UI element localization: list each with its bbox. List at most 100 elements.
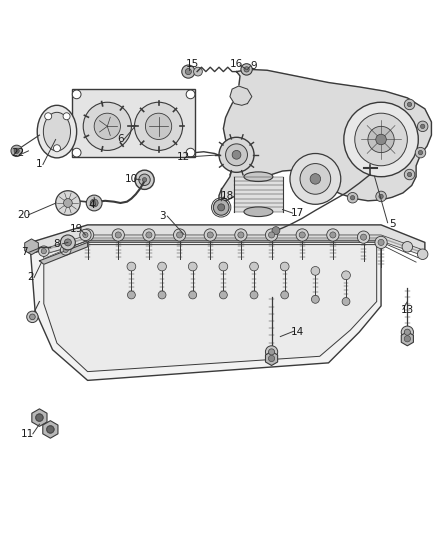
Circle shape bbox=[311, 295, 319, 303]
Circle shape bbox=[188, 262, 197, 271]
Circle shape bbox=[342, 271, 350, 280]
Circle shape bbox=[72, 148, 81, 157]
Circle shape bbox=[344, 102, 418, 177]
Circle shape bbox=[417, 249, 428, 260]
Circle shape bbox=[83, 232, 88, 238]
Circle shape bbox=[72, 90, 81, 99]
Circle shape bbox=[207, 232, 213, 238]
Circle shape bbox=[86, 195, 102, 211]
Text: 14: 14 bbox=[291, 327, 304, 337]
Polygon shape bbox=[43, 421, 58, 438]
Circle shape bbox=[250, 262, 258, 271]
Circle shape bbox=[299, 232, 305, 238]
Circle shape bbox=[330, 232, 336, 238]
Circle shape bbox=[232, 150, 241, 159]
Circle shape bbox=[36, 414, 43, 421]
Circle shape bbox=[185, 69, 191, 75]
Circle shape bbox=[402, 241, 413, 252]
Circle shape bbox=[135, 170, 154, 189]
Circle shape bbox=[268, 232, 275, 238]
Text: 18: 18 bbox=[221, 190, 234, 200]
Circle shape bbox=[60, 235, 75, 250]
Text: 20: 20 bbox=[18, 210, 31, 220]
Circle shape bbox=[218, 204, 225, 211]
Polygon shape bbox=[25, 239, 39, 255]
Circle shape bbox=[112, 229, 124, 241]
Circle shape bbox=[378, 239, 384, 246]
Circle shape bbox=[219, 138, 254, 172]
Circle shape bbox=[420, 124, 425, 128]
Circle shape bbox=[56, 191, 80, 215]
Polygon shape bbox=[32, 409, 47, 426]
Circle shape bbox=[407, 102, 412, 107]
Circle shape bbox=[296, 229, 308, 241]
Circle shape bbox=[63, 247, 68, 253]
Circle shape bbox=[376, 191, 386, 201]
Text: 9: 9 bbox=[251, 61, 258, 71]
Circle shape bbox=[46, 425, 54, 433]
Circle shape bbox=[311, 266, 320, 275]
Text: 8: 8 bbox=[53, 239, 60, 249]
Text: 2: 2 bbox=[27, 272, 34, 282]
Circle shape bbox=[80, 229, 91, 241]
Text: 17: 17 bbox=[291, 208, 304, 218]
Circle shape bbox=[204, 229, 216, 241]
Circle shape bbox=[173, 229, 186, 241]
Circle shape bbox=[27, 311, 38, 322]
Circle shape bbox=[85, 232, 91, 238]
Circle shape bbox=[241, 64, 252, 75]
Circle shape bbox=[404, 169, 415, 180]
Circle shape bbox=[53, 145, 60, 152]
Ellipse shape bbox=[43, 112, 71, 151]
Circle shape bbox=[272, 227, 280, 235]
Circle shape bbox=[244, 67, 249, 72]
Bar bbox=[72, 89, 195, 157]
Circle shape bbox=[177, 232, 183, 238]
Circle shape bbox=[342, 297, 350, 305]
Circle shape bbox=[404, 336, 410, 342]
Circle shape bbox=[182, 65, 195, 78]
Circle shape bbox=[235, 229, 247, 241]
Circle shape bbox=[379, 194, 383, 199]
Circle shape bbox=[238, 232, 244, 238]
Circle shape bbox=[418, 150, 423, 155]
Circle shape bbox=[404, 99, 415, 110]
Circle shape bbox=[14, 148, 19, 154]
Ellipse shape bbox=[244, 207, 273, 216]
Circle shape bbox=[268, 356, 275, 361]
Ellipse shape bbox=[244, 172, 273, 182]
Text: 19: 19 bbox=[70, 224, 83, 235]
Circle shape bbox=[376, 134, 386, 145]
Circle shape bbox=[300, 164, 331, 194]
Circle shape bbox=[310, 174, 321, 184]
Circle shape bbox=[417, 121, 428, 132]
Circle shape bbox=[47, 426, 54, 433]
Bar bbox=[234, 177, 283, 212]
Text: 4: 4 bbox=[88, 200, 95, 210]
Circle shape bbox=[146, 232, 152, 238]
Ellipse shape bbox=[37, 106, 77, 158]
Circle shape bbox=[143, 229, 155, 241]
Circle shape bbox=[186, 90, 195, 99]
Polygon shape bbox=[44, 235, 420, 255]
Text: 1: 1 bbox=[36, 159, 43, 168]
Circle shape bbox=[127, 291, 135, 299]
Text: 15: 15 bbox=[186, 59, 199, 69]
Text: 7: 7 bbox=[21, 247, 28, 257]
Circle shape bbox=[63, 113, 70, 120]
Circle shape bbox=[268, 349, 275, 355]
Polygon shape bbox=[31, 238, 381, 381]
Circle shape bbox=[250, 291, 258, 299]
Text: 12: 12 bbox=[177, 152, 190, 162]
Polygon shape bbox=[39, 243, 88, 264]
Circle shape bbox=[265, 346, 278, 358]
Circle shape bbox=[415, 147, 426, 158]
Circle shape bbox=[90, 199, 98, 207]
Polygon shape bbox=[230, 86, 252, 106]
Circle shape bbox=[404, 329, 410, 335]
Circle shape bbox=[189, 291, 197, 299]
Circle shape bbox=[64, 239, 71, 246]
Circle shape bbox=[375, 236, 387, 248]
Circle shape bbox=[139, 174, 150, 185]
Circle shape bbox=[64, 199, 72, 207]
